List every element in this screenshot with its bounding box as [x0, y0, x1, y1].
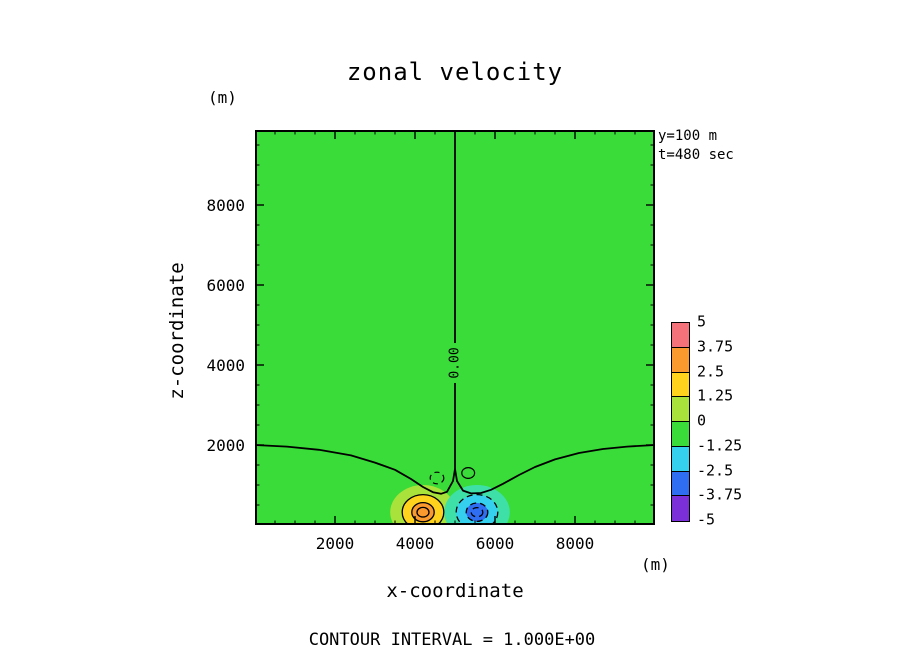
slice-annotation: y=100 m: [658, 128, 718, 144]
contour-interval-caption: CONTOUR INTERVAL = 1.000E+00: [308, 630, 596, 650]
z-axis-label: z-coordinate: [166, 262, 188, 400]
colorbar-segment: [672, 496, 689, 521]
plot-frame: [255, 130, 655, 525]
colorbar-tick-label: 5: [697, 312, 707, 331]
positive-velocity-maximum-contour: [401, 493, 445, 525]
negative-velocity-minimum-contour: [470, 506, 484, 518]
colorbar-tick-label: -2.5: [697, 461, 734, 479]
x-tick-label-4000: 4000: [395, 534, 435, 553]
zero-contour-curve: [255, 444, 655, 495]
colorbar-tick-label: 2.5: [697, 362, 725, 380]
colorbar-tick-label: 3.75: [697, 337, 734, 356]
negative-velocity-minimum-fill: [466, 503, 488, 522]
colorbar-segment: [672, 422, 689, 447]
x-axis-unit-label: (m): [641, 555, 670, 574]
positive-velocity-maximum-contour: [416, 506, 430, 518]
z-tick-label-8000: 8000: [206, 196, 245, 215]
contour-plot-canvas: 0.00: [255, 130, 655, 525]
colorbar-tick-label: 0: [697, 411, 707, 430]
colorbar-tick-label: -5: [697, 510, 716, 529]
colorbar-segment: [672, 471, 689, 497]
zero-contour-label: 0.00: [448, 347, 463, 378]
z-axis-unit-label: (m): [208, 88, 237, 107]
colorbar-tick-label: -3.75: [697, 485, 743, 504]
negative-velocity-minimum-contour: [455, 493, 499, 525]
z-tick-label-2000: 2000: [206, 436, 245, 455]
positive-velocity-maximum-fill: [411, 502, 435, 522]
z-tick-label-6000: 6000: [206, 276, 245, 295]
colorbar-tick-label: 1.25: [697, 386, 734, 405]
colorbar-segment: [672, 323, 689, 348]
x-axis-label: x-coordinate: [386, 580, 524, 602]
positive-velocity-maximum-contour: [411, 501, 435, 523]
negative-velocity-minimum-contour: [465, 502, 489, 523]
small-closed-contour: [429, 471, 445, 485]
colorbar-tick-label: -1.25: [697, 436, 743, 455]
small-closed-contour: [461, 467, 476, 480]
x-tick-label-2000: 2000: [315, 534, 355, 553]
colorbar-segment: [672, 347, 689, 373]
colorbar-segment: [672, 372, 689, 398]
colorbar-labels: 5 3.75 2.5 1.25 0 -1.25 -2.5 -3.75 -5: [697, 314, 787, 527]
colorbar-segment: [672, 397, 689, 422]
x-tick-label-6000: 6000: [475, 534, 515, 553]
z-tick-label-4000: 4000: [206, 356, 245, 375]
time-annotation: t=480 sec: [658, 147, 734, 163]
x-tick-label-8000: 8000: [555, 534, 595, 553]
colorbar-segment: [672, 446, 689, 472]
colorbar: 5 3.75 2.5 1.25 0 -1.25 -2.5 -3.75 -5: [671, 314, 791, 527]
chart-title: zonal velocity: [346, 58, 564, 86]
colorbar-boxes: [671, 322, 690, 522]
